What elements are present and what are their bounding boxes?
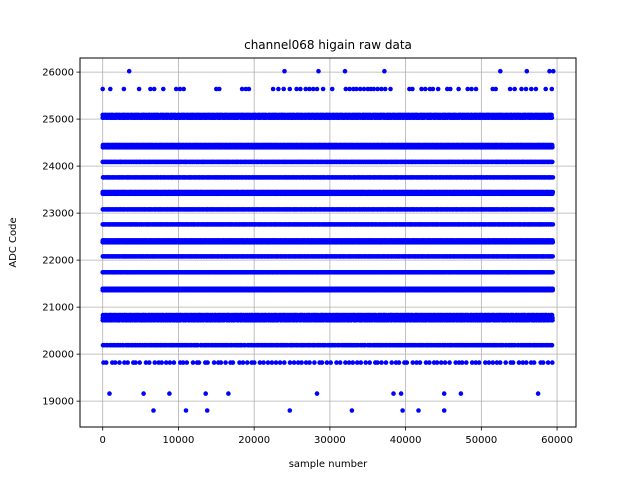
data-point xyxy=(550,240,556,245)
data-point xyxy=(550,175,556,180)
data-point xyxy=(549,115,555,120)
chart-title: channel068 higain raw data xyxy=(244,38,412,52)
data-point xyxy=(550,207,555,212)
data-point xyxy=(550,254,555,259)
data-point xyxy=(550,222,556,227)
data-point xyxy=(550,191,555,197)
data-points xyxy=(100,68,556,413)
data-point xyxy=(550,145,555,150)
data-point xyxy=(550,159,555,165)
